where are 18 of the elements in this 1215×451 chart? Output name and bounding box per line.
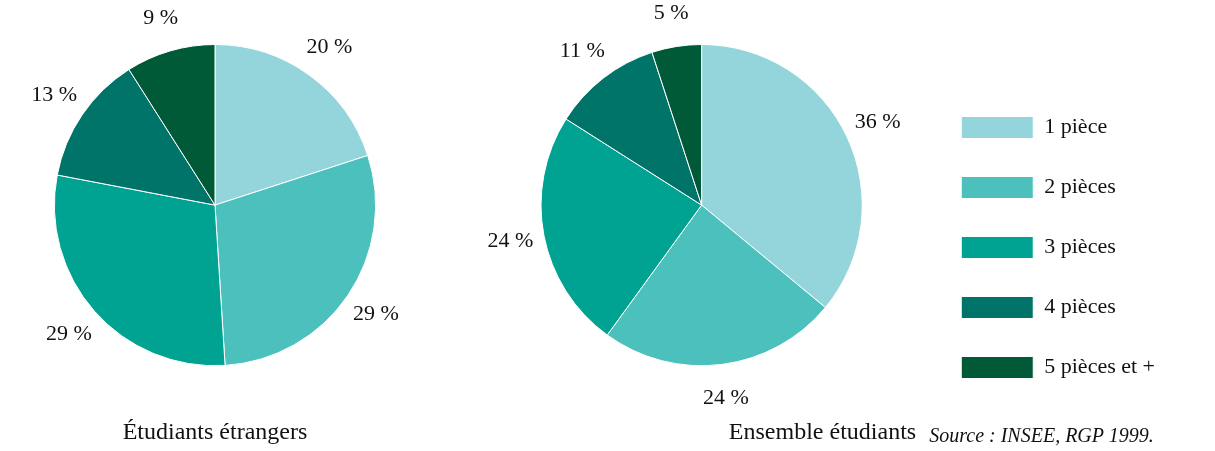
legend-label: 2 pièces [1044, 173, 1116, 199]
data-label: 11 % [559, 37, 605, 63]
data-label: 29 % [353, 300, 399, 326]
text: Ensemble étudiants [728, 417, 917, 444]
data-label: 13 % [31, 81, 77, 107]
data-label: 9 % [143, 4, 179, 30]
legend-label: 1 pièce [1044, 113, 1108, 139]
legend-label: 4 pièces [1044, 293, 1116, 319]
data-label: 24 % [703, 383, 749, 409]
data-label: 20 % [306, 33, 353, 59]
data-label: 36 % [854, 108, 901, 134]
data-label: 29 % [46, 319, 92, 345]
legend-label: 5 pièces et + [1044, 353, 1156, 379]
text: Étudiants étrangers [122, 417, 308, 444]
data-label: 24 % [487, 227, 534, 253]
legend-label: 3 pièces [1044, 233, 1116, 259]
data-label: 5 % [653, 0, 689, 24]
source-note: Source : INSEE, RGP 1999. [929, 424, 1154, 447]
